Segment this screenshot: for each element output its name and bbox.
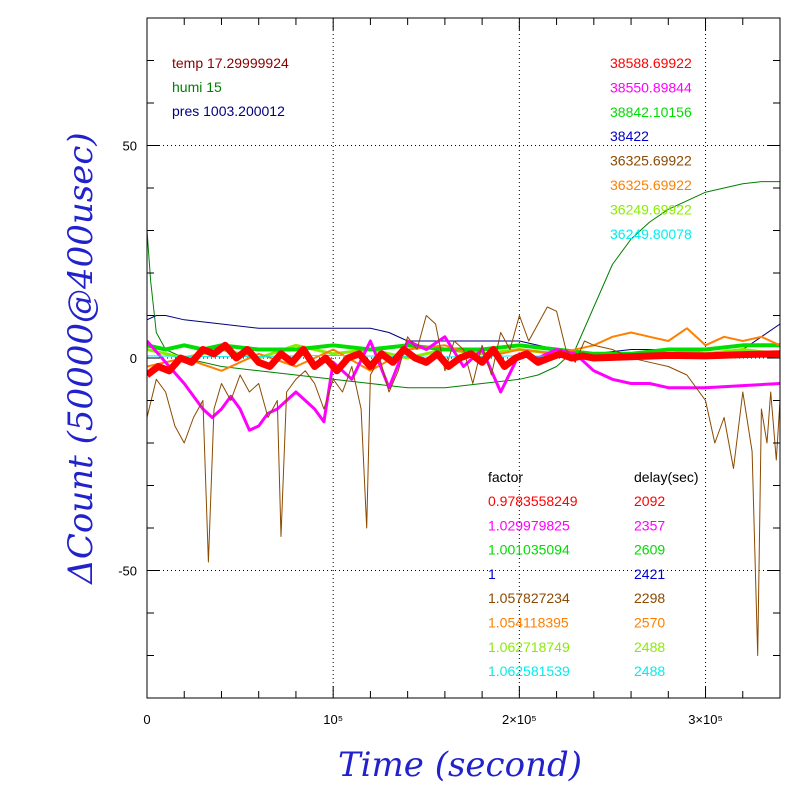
- delay-value: 2357: [634, 517, 665, 533]
- factor-value: 1.057827234: [488, 590, 570, 606]
- delay-value: 2488: [634, 663, 665, 679]
- series-lines: [147, 181, 780, 656]
- delay-value: 2092: [634, 493, 665, 509]
- value-legend-entry: 38422: [610, 128, 649, 144]
- delay-value: 2421: [634, 566, 665, 582]
- series-line-red: [147, 341, 780, 378]
- x-tick-label: 2×10⁵: [502, 712, 537, 727]
- factor-value: 1.062718749: [488, 639, 570, 655]
- factor-value: 1.001035094: [488, 542, 570, 558]
- factor-value: 1.062581539: [488, 663, 570, 679]
- value-legend-entry: 36325.69922: [610, 177, 692, 193]
- value-legend-entry: 36325.69922: [610, 153, 692, 169]
- factor-value: 1.054118395: [488, 615, 569, 631]
- factor-delay-table: factor delay(sec) 0.9783558249 2092 1.029979…: [488, 469, 699, 679]
- y-tick-label: 0: [130, 351, 137, 366]
- value-legend-entry: 38550.89844: [610, 79, 692, 95]
- factor-header: factor: [488, 469, 523, 485]
- factor-value: 1: [488, 566, 496, 582]
- delay-value: 2488: [634, 639, 665, 655]
- delay-value: 2298: [634, 590, 665, 606]
- delay-header: delay(sec): [634, 469, 699, 485]
- value-legend-entry: 36249.69922: [610, 201, 692, 217]
- x-tick-label: 3×10⁵: [688, 712, 723, 727]
- environment-legend: temp 17.29999924 humi 15 pres 1003.200012: [172, 55, 289, 119]
- factor-value: 1.029979825: [488, 517, 570, 533]
- x-axis-title: Time (second): [338, 745, 582, 785]
- delay-value: 2570: [634, 615, 665, 631]
- delay-value: 2609: [634, 542, 665, 558]
- x-tick-label: 10⁵: [323, 712, 343, 727]
- y-tick-label: 50: [123, 139, 137, 154]
- series-line-magenta: [147, 335, 780, 432]
- y-axis-title: ΔCount (50000@400usec): [61, 132, 101, 585]
- tick-labels: 0 10⁵ 2×10⁵ 3×10⁵ 50 0 -50: [118, 139, 723, 728]
- axis-ticks: [146, 17, 781, 699]
- value-legend: 38588.69922 38550.89844 38842.10156 38422 36…: [610, 55, 692, 242]
- value-legend-entry: 36249.80078: [610, 226, 692, 242]
- y-tick-label: -50: [118, 564, 137, 579]
- env-legend-entry: humi 15: [172, 79, 222, 95]
- x-tick-label: 0: [143, 712, 150, 727]
- value-legend-entry: 38842.10156: [610, 104, 692, 120]
- env-legend-entry: temp 17.29999924: [172, 55, 289, 71]
- factor-value: 0.9783558249: [488, 493, 578, 509]
- env-legend-entry: pres 1003.200012: [172, 103, 285, 119]
- series-line-brown: [147, 306, 780, 656]
- series-line-green_env: [147, 181, 780, 389]
- value-legend-entry: 38588.69922: [610, 55, 692, 71]
